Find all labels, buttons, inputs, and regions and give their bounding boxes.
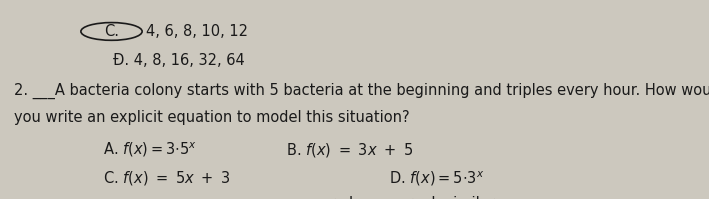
Text: A. $f(x) = 3{\cdot}5^x$: A. $f(x) = 3{\cdot}5^x$ [103,140,196,159]
Text: C.: C. [104,24,119,39]
Text: 2. ___A bacteria colony starts with 5 bacteria at the beginning and triples ever: 2. ___A bacteria colony starts with 5 ba… [14,82,709,99]
Text: 4, 6, 8, 10, 12: 4, 6, 8, 10, 12 [145,24,247,39]
Text: Ð. 4, 8, 16, 32, 64: Ð. 4, 8, 16, 32, 64 [113,53,245,68]
Text: D. $f(x) = 5{\cdot}3^x$: D. $f(x) = 5{\cdot}3^x$ [389,169,484,188]
Text: produce a graph similar: produce a graph similar [320,196,496,199]
Text: C. $f(x)\ =\ 5x\ +\ 3$: C. $f(x)\ =\ 5x\ +\ 3$ [103,169,230,187]
Text: you write an explicit equation to model this situation?: you write an explicit equation to model … [14,110,410,125]
Text: B. $f(x)\ =\ 3x\ +\ 5$: B. $f(x)\ =\ 3x\ +\ 5$ [286,141,414,159]
